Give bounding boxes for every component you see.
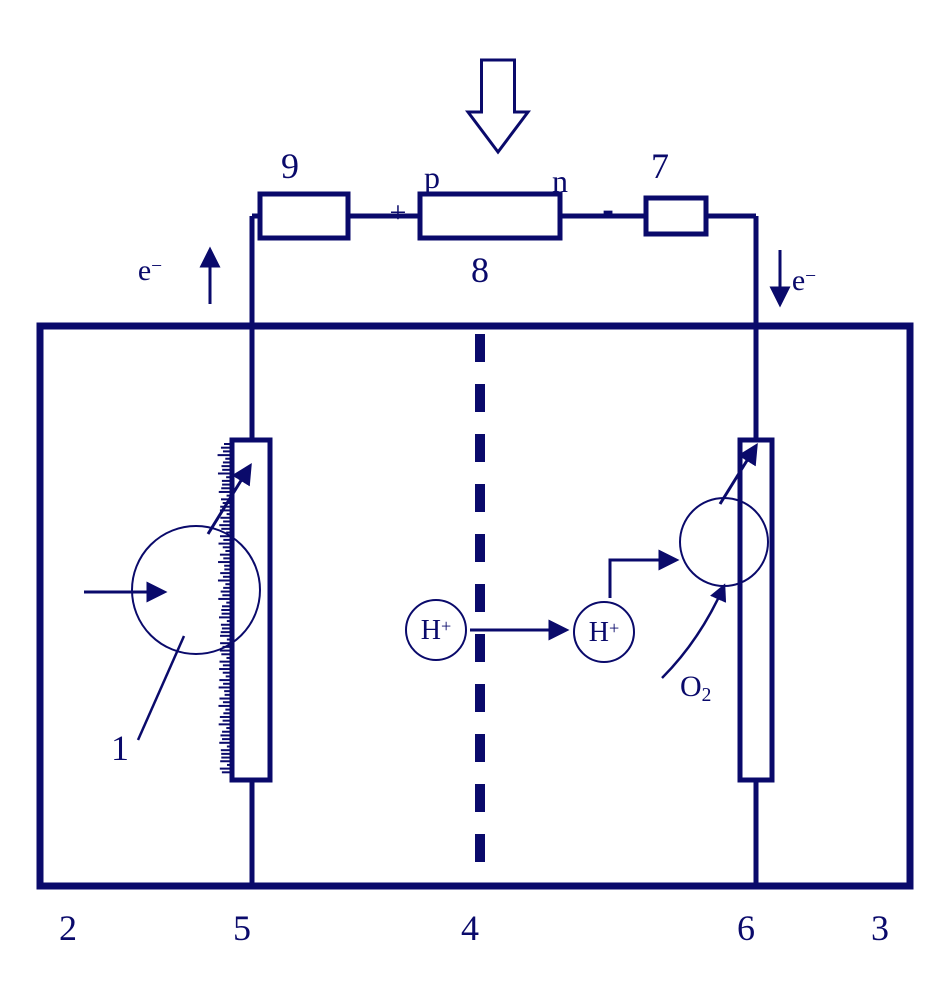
electrochemical-cell-diagram: 123456789pn+-e−e−H+H+O2 [0,0,947,1000]
label-1: 1 [111,728,129,768]
label-6: 6 [737,908,755,948]
label-4: 4 [461,908,479,948]
light-arrow-icon [468,60,528,152]
electron-left-label: e− [138,254,162,287]
label-8: 8 [471,250,489,290]
minus-label: - [602,191,613,228]
plus-label: + [390,196,407,229]
component-7 [646,198,706,234]
label-7: 7 [651,146,669,186]
label-3: 3 [871,908,889,948]
n-label: n [552,163,568,199]
o2-label: O2 [680,670,711,706]
component-8-pn [420,194,560,238]
p-label: p [424,159,440,195]
label-5: 5 [233,908,251,948]
anode-electrode [232,440,270,780]
component-9 [260,194,348,238]
label-9: 9 [281,146,299,186]
cathode-electrode [740,440,772,780]
electron-right-label: e− [792,264,816,297]
o2-flow [662,586,724,678]
label-2: 2 [59,908,77,948]
